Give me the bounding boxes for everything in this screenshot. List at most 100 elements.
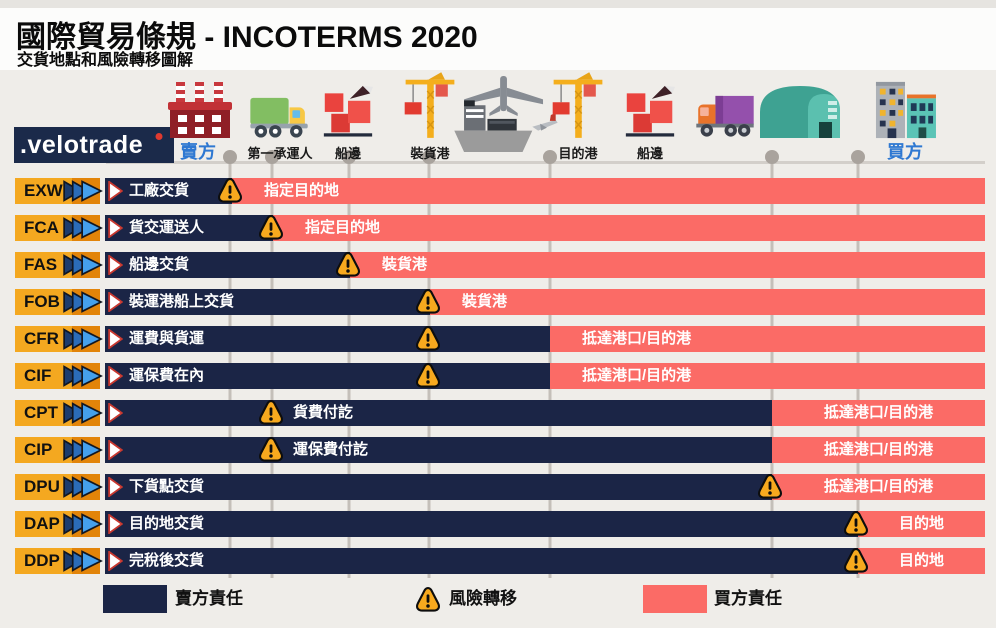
risk-transfer-icon <box>257 435 285 464</box>
incoterm-code: FCA <box>24 218 59 237</box>
risk-transfer-icon <box>257 398 285 427</box>
seller-bar: 工廠交貨 <box>105 178 232 204</box>
buyer-bar: 抵達港口/目的港 <box>772 400 985 426</box>
incoterm-code: CFR <box>24 329 59 348</box>
incoterm-code: CIF <box>24 366 52 385</box>
green-truck-icon <box>249 94 311 138</box>
legend-seller-label: 賣方責任 <box>175 589 243 608</box>
bar-start-arrow-icon <box>108 181 123 201</box>
incoterm-row-cpt: CPT 貨費付訖 抵達港口/目的港 <box>0 400 996 426</box>
chevron-arrows-icon <box>60 364 106 388</box>
seller-bar-label: 目的地交貨 <box>129 515 205 532</box>
seller-bar-label: 貨交運送人 <box>129 219 205 236</box>
incoterm-code: DAP <box>24 514 60 533</box>
chevron-arrows-icon <box>60 327 106 351</box>
buyer-bar-label: 抵達港口/目的港 <box>582 330 692 347</box>
buyer-bar-label: 裝貨港 <box>382 256 428 273</box>
incoterm-code: DDP <box>24 551 60 570</box>
risk-transfer-icon <box>414 361 442 390</box>
header: 國際貿易條規 - INCOTERMS 2020 交貨地點和風險轉移圖解 <box>0 8 996 70</box>
incoterm-code: CIP <box>24 440 53 459</box>
buyer-label: 買方 <box>887 142 923 162</box>
crane-icon <box>548 72 608 140</box>
risk-transfer-icon <box>756 472 784 501</box>
chevron-arrows-icon <box>60 475 106 499</box>
buyer-bar: 抵達港口/目的港 <box>550 326 985 352</box>
first-carrier-label: 第一承運人 <box>247 146 313 161</box>
bar-start-arrow-icon <box>108 514 123 534</box>
risk-transfer-icon <box>842 509 870 538</box>
buildings-icon <box>869 80 941 140</box>
chevron-arrows-icon <box>60 290 106 314</box>
buyer-bar-label: 抵達港口/目的港 <box>582 367 692 384</box>
seller-bar-label: 完稅後交貨 <box>129 552 205 569</box>
buyer-bar-label: 目的地 <box>898 552 944 569</box>
legend-risk-icon <box>414 585 442 614</box>
legend-buyer-label: 買方責任 <box>714 589 782 608</box>
incoterm-row-cif: CIF 運保費在內 抵達港口/目的港 <box>0 363 996 389</box>
seller-bar-label: 運費與貨運 <box>129 330 205 347</box>
cargo-cubes-icon <box>624 84 676 138</box>
buyer-bar-label: 指定目的地 <box>305 219 381 236</box>
seller-bar-label: 運保費在內 <box>129 367 205 384</box>
seller-bar: 目的地交貨 <box>105 511 858 537</box>
incoterm-row-ddp: DDP 完稅後交貨 目的地 <box>0 548 996 574</box>
destination-port-label: 目的港 <box>558 146 598 161</box>
velotrade-logo: .velotrade <box>14 127 174 163</box>
seller-bar: 運保費付訖 <box>105 437 772 463</box>
page-subtitle: 交貨地點和風險轉移圖解 <box>17 52 194 69</box>
incoterm-code: FAS <box>24 255 58 274</box>
top-strip <box>0 0 996 8</box>
ship-side-label: 船邊 <box>334 146 362 161</box>
chevron-arrows-icon <box>60 216 106 240</box>
buyer-bar: 目的地 <box>858 511 985 537</box>
buyer-bar: 裝貨港 <box>350 252 985 278</box>
seller-bar: 運保費在內 <box>105 363 550 389</box>
bar-start-arrow-icon <box>108 329 123 349</box>
buyer-bar-label: 目的地 <box>898 515 944 532</box>
incoterm-row-dpu: DPU 下貨點交貨 抵達港口/目的港 <box>0 474 996 500</box>
cargo-cubes-icon <box>322 84 374 138</box>
incoterm-row-cip: CIP 運保費付訖 抵達港口/目的港 <box>0 437 996 463</box>
risk-transfer-icon <box>334 250 362 279</box>
incoterm-row-fob: FOB 裝運港船上交貨 裝貨港 <box>0 289 996 315</box>
chevron-arrows-icon <box>60 438 106 462</box>
seller-bar-label: 船邊交貨 <box>129 256 190 273</box>
buyer-bar: 目的地 <box>858 548 985 574</box>
seller-bar: 完稅後交貨 <box>105 548 858 574</box>
risk-transfer-icon <box>414 324 442 353</box>
row-badge: CPT <box>15 400 100 426</box>
buyer-bar: 抵達港口/目的港 <box>772 474 985 500</box>
seller-bar: 運費與貨運 <box>105 326 550 352</box>
seller-bar-label: 運保費付訖 <box>293 441 369 458</box>
seller-bar: 船邊交貨 <box>105 252 350 278</box>
bar-start-arrow-icon <box>108 551 123 571</box>
incoterm-code: EXW <box>24 181 63 200</box>
logo-dot <box>155 133 163 140</box>
timeline-dot <box>422 150 436 164</box>
factory-icon <box>168 80 232 138</box>
bar-start-arrow-icon <box>108 477 123 497</box>
ship-side-label: 船邊 <box>636 146 664 161</box>
incoterm-row-dap: DAP 目的地交貨 目的地 <box>0 511 996 537</box>
legend-buyer-swatch <box>643 585 707 613</box>
bar-start-arrow-icon <box>108 403 123 423</box>
incoterm-row-exw: EXW 工廠交貨 指定目的地 <box>0 178 996 204</box>
buyer-bar-label: 抵達港口/目的港 <box>823 441 934 458</box>
seller-bar: 貨費付訖 <box>105 400 772 426</box>
row-badge: CIP <box>15 437 100 463</box>
bar-start-arrow-icon <box>108 440 123 460</box>
buyer-bar: 抵達港口/目的港 <box>550 363 985 389</box>
incoterm-code: CPT <box>24 403 58 422</box>
ship-plane-icon <box>449 76 561 154</box>
risk-transfer-icon <box>842 546 870 575</box>
incoterm-row-cfr: CFR 運費與貨運 抵達港口/目的港 <box>0 326 996 352</box>
incoterm-row-fas: FAS 船邊交貨 裝貨港 <box>0 252 996 278</box>
timeline-dot <box>265 150 279 164</box>
bar-start-arrow-icon <box>108 218 123 238</box>
risk-transfer-icon <box>257 213 285 242</box>
seller-bar-label: 貨費付訖 <box>293 404 354 421</box>
seller-bar-label: 下貨點交貨 <box>129 478 205 495</box>
purple-truck-icon <box>694 94 756 138</box>
